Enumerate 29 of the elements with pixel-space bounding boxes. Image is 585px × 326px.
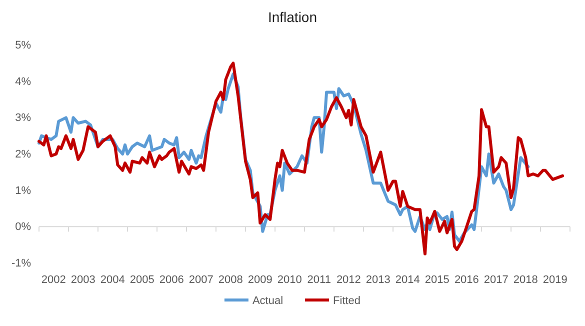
y-tick-label: 2% xyxy=(15,148,32,161)
x-tick-label: 2018 xyxy=(513,274,538,286)
x-tick-label: 2005 xyxy=(130,274,154,286)
x-tick-label: 2015 xyxy=(424,274,450,286)
x-tick-label: 2007 xyxy=(188,274,214,286)
x-tick-label: 2019 xyxy=(542,274,568,286)
x-tick-label: 2009 xyxy=(248,274,272,286)
y-tick-label: 3% xyxy=(15,112,32,124)
x-tick-label: 2002 xyxy=(41,274,66,286)
y-tick-label: 0% xyxy=(15,221,32,234)
x-tick-label: 2010 xyxy=(277,274,302,286)
x-tick-label: 2003 xyxy=(70,274,96,286)
x-tick-label: 2008 xyxy=(218,274,243,286)
x-tick-label: 2016 xyxy=(454,274,479,286)
x-tick-label: 2006 xyxy=(159,274,184,286)
legend-label: Actual xyxy=(252,295,284,307)
x-tick-label: 2004 xyxy=(100,274,125,286)
legend-label: Fitted xyxy=(333,295,361,307)
y-tick-label: 4% xyxy=(15,76,32,88)
y-tick-label: 5% xyxy=(15,40,32,52)
chart-title: Inflation xyxy=(268,9,318,25)
line-series xyxy=(38,62,564,256)
x-tick-label: 2011 xyxy=(307,274,331,286)
y-tick-label: -1% xyxy=(11,258,32,270)
y-tick-label: 1% xyxy=(15,184,32,197)
x-tick-label: 2012 xyxy=(336,274,361,286)
x-tick-label: 2017 xyxy=(484,274,508,286)
x-tick-label: 2014 xyxy=(395,274,420,286)
x-tick-label: 2013 xyxy=(366,274,390,286)
